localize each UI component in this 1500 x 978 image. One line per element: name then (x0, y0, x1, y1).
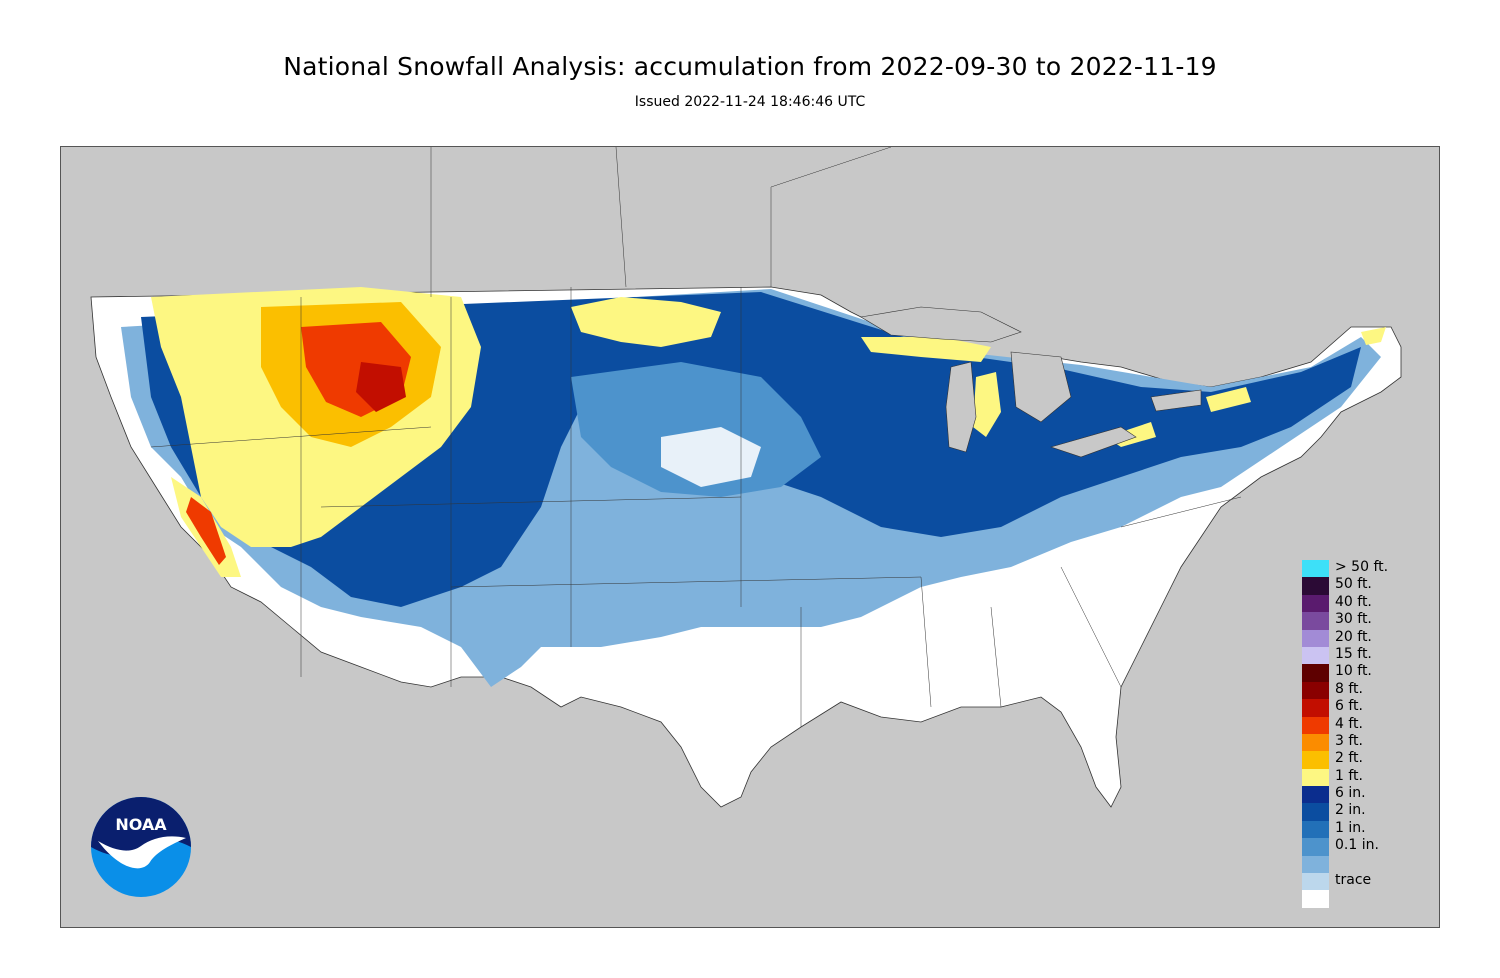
legend-label: 50 ft. (1335, 576, 1372, 593)
legend-swatch (1302, 716, 1329, 734)
legend: > 50 ft. 50 ft. 40 ft. 30 ft. 20 ft. 15 ft. 10… (1302, 560, 1422, 908)
legend-row: 50 ft. (1302, 576, 1422, 595)
snow-region-plains (571, 362, 821, 497)
legend-swatch (1302, 612, 1329, 630)
legend-row: 6 in. (1302, 785, 1422, 804)
snow-1ft-great-lakes (861, 337, 991, 362)
legend-label: 10 ft. (1335, 663, 1372, 680)
legend-label: 0.1 in. (1335, 837, 1379, 854)
snow-sierra-core (186, 497, 226, 565)
legend-label: 1 ft. (1335, 767, 1363, 784)
legend-label: 8 ft. (1335, 680, 1363, 697)
legend-label: 3 ft. (1335, 732, 1363, 749)
legend-row: 2 in. (1302, 802, 1422, 821)
legend-label: 40 ft. (1335, 593, 1372, 610)
legend-label: 6 in. (1335, 785, 1366, 802)
legend-row (1302, 890, 1422, 908)
map-title: National Snowfall Analysis: accumulation… (283, 52, 1217, 81)
legend-row: 4 ft. (1302, 715, 1422, 734)
legend-row: trace (1302, 872, 1422, 891)
lake-michigan (945, 361, 977, 453)
legend-swatch (1302, 560, 1329, 578)
legend-label: 15 ft. (1335, 645, 1372, 662)
legend-label: 1 in. (1335, 819, 1366, 836)
border-lines (150, 147, 1242, 727)
legend-swatch (1302, 768, 1329, 787)
legend-row: 1 in. (1302, 819, 1422, 839)
legend-swatch (1302, 838, 1329, 856)
legend-swatch (1302, 820, 1329, 839)
legend-swatch (1302, 786, 1329, 804)
legend-swatch (1302, 629, 1329, 647)
legend-label: 20 ft. (1335, 628, 1372, 645)
snow-region-plains-white (661, 427, 761, 487)
legend-row: > 50 ft. (1302, 559, 1422, 578)
snow-1ft-maine (1361, 327, 1386, 345)
legend-row: 1 ft. (1302, 767, 1422, 787)
snow-1ft-ontario (1206, 387, 1251, 412)
snow-1ft-north-plains (571, 297, 721, 347)
legend-row: 3 ft. (1302, 732, 1422, 752)
legend-label: 6 ft. (1335, 698, 1363, 715)
legend-row: 6 ft. (1302, 698, 1422, 717)
legend-row: 10 ft. (1302, 663, 1422, 682)
legend-swatch (1302, 577, 1329, 595)
legend-row (1302, 855, 1422, 874)
snow-1ft-michigan (973, 372, 1001, 437)
legend-swatch (1302, 873, 1329, 891)
lake-huron (1010, 351, 1072, 423)
legend-label: 2 ft. (1335, 750, 1363, 767)
issued-timestamp: Issued 2022-11-24 18:46:46 UTC (634, 94, 866, 110)
snowfall-map (60, 146, 1440, 928)
noaa-logo-text: NOAA (115, 815, 167, 834)
lake-superior (860, 306, 1022, 343)
legend-label: > 50 ft. (1335, 559, 1389, 575)
legend-swatch (1302, 594, 1329, 613)
legend-swatch (1302, 890, 1329, 908)
legend-swatch (1302, 646, 1329, 665)
legend-swatch (1302, 681, 1329, 700)
legend-row: 0.1 in. (1302, 837, 1422, 856)
legend-row: 8 ft. (1302, 680, 1422, 700)
map-canvas (90, 147, 1402, 808)
legend-row: 15 ft. (1302, 645, 1422, 665)
legend-label: 2 in. (1335, 802, 1366, 819)
legend-row: 40 ft. (1302, 593, 1422, 613)
lake-erie (1049, 426, 1137, 458)
legend-row: 20 ft. (1302, 628, 1422, 647)
lake-ontario (1150, 389, 1202, 412)
legend-row: 2 ft. (1302, 750, 1422, 769)
legend-swatch (1302, 751, 1329, 769)
legend-label: trace (1335, 872, 1372, 889)
noaa-logo: NOAA (91, 797, 191, 897)
snow-6-8ft-core (356, 362, 406, 412)
legend-swatch (1302, 733, 1329, 752)
legend-row: 30 ft. (1302, 611, 1422, 630)
legend-swatch (1302, 664, 1329, 682)
legend-label: 30 ft. (1335, 611, 1372, 628)
legend-swatch (1302, 855, 1329, 874)
legend-label: 4 ft. (1335, 715, 1363, 732)
legend-swatch (1302, 803, 1329, 821)
legend-swatch (1302, 699, 1329, 717)
